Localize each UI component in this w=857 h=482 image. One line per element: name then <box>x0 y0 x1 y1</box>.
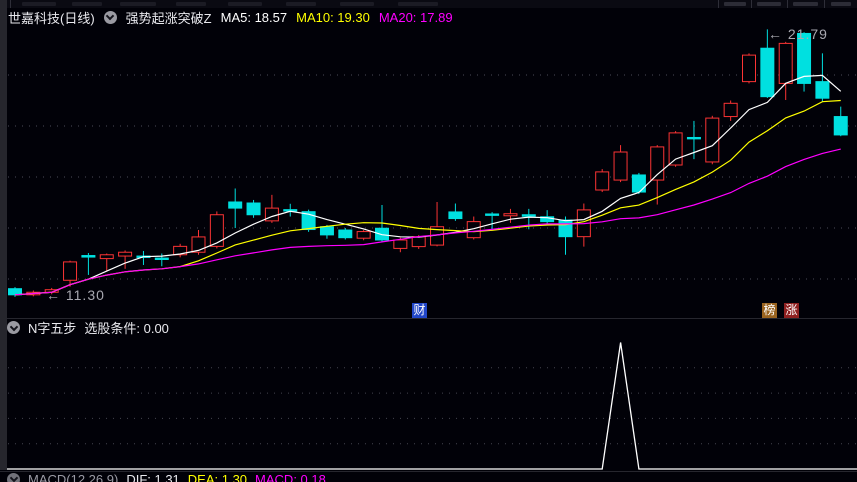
low-price-label: ← 11.30 <box>46 287 105 303</box>
chevron-down-icon[interactable] <box>7 321 20 334</box>
toolbar-separator <box>10 0 11 8</box>
dif-value: DIF: 1.31 <box>126 471 180 482</box>
left-border <box>0 0 7 470</box>
ma5-value: MA5: 18.57 <box>220 9 288 25</box>
toolbar-separator <box>824 0 825 8</box>
toolbar-button <box>757 2 781 6</box>
event-badge-rise[interactable]: 涨 <box>784 303 799 318</box>
top-toolbar-clipped <box>0 0 857 8</box>
toolbar-item <box>72 2 102 6</box>
chevron-down-icon[interactable] <box>103 10 117 24</box>
toolbar-separator <box>787 0 788 8</box>
toolbar-separator <box>718 0 719 8</box>
toolbar-separator <box>751 0 752 8</box>
toolbar-button <box>724 2 746 6</box>
toolbar-button <box>793 2 818 6</box>
condition-value: 选股条件: 0.00 <box>84 321 169 336</box>
macd-value: MACD: 0.18 <box>255 471 326 482</box>
macd-panel-header: MACD(12,26,9) DIF: 1.31 DEA: 1.30 MACD: … <box>7 472 326 482</box>
toolbar-item <box>228 2 262 6</box>
ma20-value: MA20: 17.89 <box>378 9 453 25</box>
event-badge-ranking[interactable]: 榜 <box>762 303 777 318</box>
dea-value: DEA: 1.30 <box>187 471 248 482</box>
toolbar-button <box>831 2 851 6</box>
toolbar-item <box>398 2 438 6</box>
macd-title: MACD(12,26,9) <box>28 471 119 482</box>
panel-divider <box>0 471 857 472</box>
chevron-down-icon[interactable] <box>7 472 20 482</box>
ma10-value: MA10: 19.30 <box>296 9 370 25</box>
panel-divider <box>0 318 857 319</box>
stock-title[interactable]: 世嘉科技(日线) <box>8 10 95 26</box>
toolbar-item <box>286 2 316 6</box>
toolbar-item <box>340 2 374 6</box>
toolbar-item <box>120 2 156 6</box>
main-chart-header: 世嘉科技(日线) 强势起涨突破Z MA5: 18.57 MA10: 19.30 … <box>8 8 453 26</box>
event-badge-finance[interactable]: 财 <box>412 303 427 318</box>
toolbar-item <box>22 2 56 6</box>
indicator-title[interactable]: 强势起涨突破Z <box>125 10 212 26</box>
indicator-panel-title: N字五步 <box>28 321 77 336</box>
high-price-label: ← 21.79 <box>768 26 828 42</box>
indicator-panel-header: N字五步 选股条件: 0.00 <box>7 320 169 336</box>
toolbar-item <box>176 2 206 6</box>
